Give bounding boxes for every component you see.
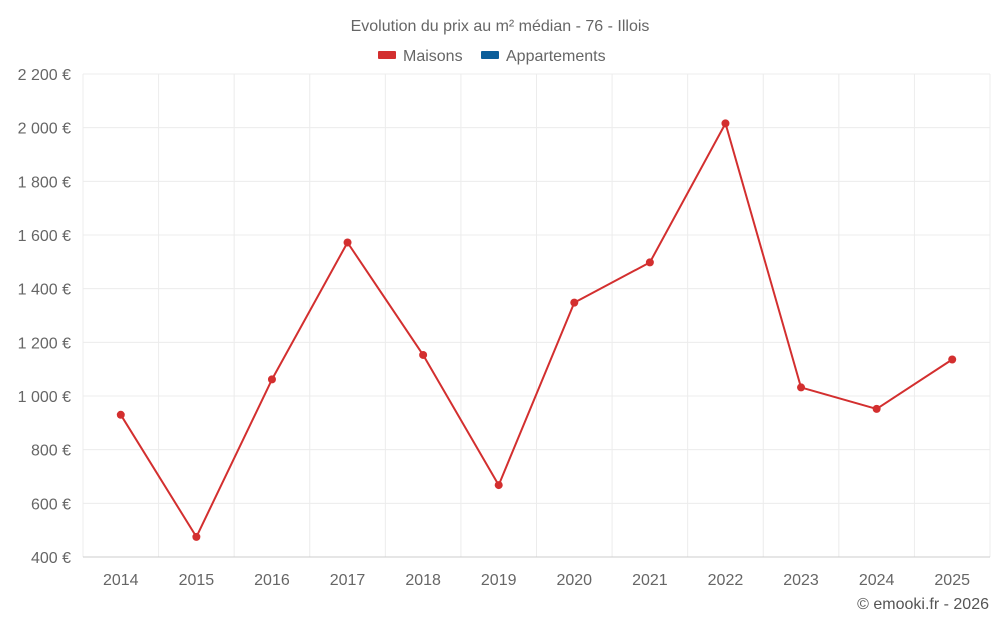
- data-point-2023[interactable]: [797, 383, 806, 392]
- x-tick-label: 2025: [934, 572, 970, 589]
- y-tick-label: 800 €: [31, 443, 71, 460]
- data-point-2025[interactable]: [948, 355, 957, 364]
- x-tick-label: 2020: [556, 572, 592, 589]
- legend-swatch-maisons: [378, 51, 396, 59]
- data-point-2014[interactable]: [116, 410, 125, 419]
- series-maisons: [116, 119, 957, 541]
- legend-label-maisons[interactable]: Maisons: [403, 48, 463, 65]
- series-line-maisons: [119, 122, 953, 538]
- x-tick-label: 2018: [405, 572, 441, 589]
- y-tick-label: 600 €: [31, 496, 71, 513]
- y-tick-label: 1 200 €: [18, 335, 71, 352]
- x-tick-label: 2022: [708, 572, 744, 589]
- data-point-2019[interactable]: [494, 481, 503, 490]
- data-point-2020[interactable]: [570, 298, 579, 307]
- y-tick-label: 1 800 €: [18, 174, 71, 191]
- x-tick-label: 2021: [632, 572, 668, 589]
- chart-title: Evolution du prix au m² médian - 76 - Il…: [351, 18, 650, 35]
- data-point-2015[interactable]: [192, 532, 201, 541]
- x-tick-label: 2019: [481, 572, 517, 589]
- grid: [82, 73, 991, 557]
- data-point-2024[interactable]: [872, 404, 881, 413]
- axes: 400 € 600 € 800 € 1 000 € 1 200 € 1 400 € 1 60…: [18, 67, 990, 589]
- legend: Maisons Appartements: [378, 48, 606, 65]
- x-tick-label: 2024: [859, 572, 895, 589]
- y-tick-label: 2 200 €: [18, 67, 71, 84]
- y-tick-label: 2 000 €: [18, 121, 71, 138]
- credit-text: © emooki.fr - 2026: [857, 596, 989, 613]
- legend-label-appartements[interactable]: Appartements: [506, 48, 606, 65]
- x-tick-label: 2017: [330, 572, 366, 589]
- data-point-2021[interactable]: [645, 258, 654, 267]
- data-point-2016[interactable]: [267, 375, 276, 384]
- x-tick-label: 2016: [254, 572, 290, 589]
- x-tick-label: 2023: [783, 572, 819, 589]
- legend-swatch-appartements: [481, 51, 499, 59]
- data-point-2018[interactable]: [419, 350, 428, 359]
- y-tick-label: 400 €: [31, 550, 71, 567]
- y-tick-label: 1 000 €: [18, 389, 71, 406]
- y-tick-label: 1 400 €: [18, 282, 71, 299]
- data-point-2017[interactable]: [343, 238, 352, 247]
- data-point-2022[interactable]: [721, 119, 730, 128]
- x-tick-label: 2015: [179, 572, 215, 589]
- y-tick-label: 1 600 €: [18, 228, 71, 245]
- x-tick-label: 2014: [103, 572, 139, 589]
